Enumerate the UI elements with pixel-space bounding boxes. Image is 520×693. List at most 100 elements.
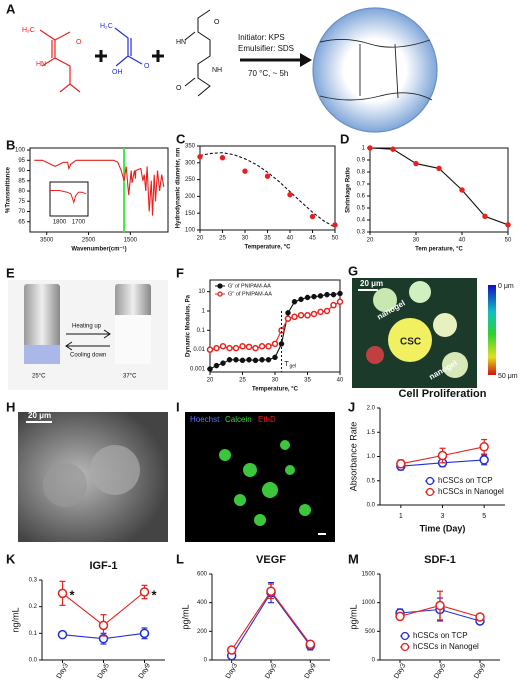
label: CSC	[400, 337, 421, 348]
marker	[309, 213, 316, 220]
marker	[287, 191, 293, 198]
marker	[298, 296, 304, 303]
x-tick-label: 45	[309, 236, 316, 242]
atom: HN	[176, 39, 186, 46]
atom: O	[176, 85, 182, 92]
legend-label: hCSCs in Nanogel	[438, 487, 504, 496]
marker	[310, 310, 318, 318]
x-tick-label: 30	[413, 238, 420, 244]
marker	[266, 586, 276, 596]
panel-label: I	[176, 399, 180, 414]
atom: O	[76, 39, 82, 46]
y-tick-label: 0.5	[367, 478, 376, 484]
plus	[95, 50, 107, 62]
conditions: 70 °C, ~ 5h	[248, 69, 288, 78]
inset-tick-label: 1800	[53, 220, 67, 226]
marker	[220, 360, 226, 366]
emulsifier: Emulsifier: SDS	[238, 44, 294, 53]
x-axis-label: Tem perature, °C	[415, 247, 463, 253]
x-tick-label: Day3	[56, 662, 70, 680]
panel-label: F	[176, 265, 184, 280]
plus	[152, 50, 164, 62]
atom: O	[144, 63, 150, 70]
marker	[226, 645, 237, 655]
legend-label: G' of PNIPAM-AA	[228, 283, 271, 289]
x-tick-label: 20	[207, 378, 214, 384]
panel-label: K	[6, 551, 16, 566]
marker	[317, 293, 324, 299]
x-tick-label: Day9	[473, 662, 487, 680]
y-tick-label: 300	[185, 160, 196, 166]
cell	[254, 514, 266, 526]
y-tick-label: 75	[18, 199, 25, 205]
vial-liquid	[24, 345, 60, 364]
marker	[242, 168, 248, 174]
y-tick-label: 0.0	[367, 503, 376, 509]
x-tick-label: 50	[332, 236, 339, 242]
x-tick-label: 35	[304, 378, 311, 384]
x-tick-label: 1	[399, 513, 403, 520]
scale: 20 μm	[28, 411, 51, 420]
atom: HN	[36, 61, 46, 68]
marker	[219, 155, 226, 161]
x-tick-label: 30	[272, 378, 279, 384]
y-tick-label: 65	[18, 219, 25, 225]
marker	[252, 344, 259, 352]
inset-line	[50, 190, 87, 205]
marker	[245, 343, 253, 351]
panel-label: L	[176, 551, 184, 566]
y-tick-label: 1000	[362, 600, 376, 606]
y-tick-label: 1	[362, 146, 366, 152]
photo-e: Heating up Cooling down 25°C 37°C	[8, 280, 168, 390]
panel-label: A	[6, 1, 16, 16]
marker	[139, 628, 150, 639]
marker	[337, 290, 343, 297]
cell	[243, 463, 257, 477]
marker	[367, 145, 373, 151]
marker	[436, 165, 442, 172]
cell	[409, 281, 431, 303]
x-tick-label: 40	[459, 238, 466, 244]
y-tick-label: 0.6	[357, 194, 366, 200]
stain: Hoechst	[190, 415, 220, 424]
marker	[226, 344, 233, 352]
panel-label: B	[6, 137, 15, 152]
series-line	[34, 159, 165, 216]
panel-label: M	[348, 551, 359, 566]
marker	[284, 315, 292, 322]
photo-g: 20 μm 0 μm 50 μm nanogel CSC nanogel	[352, 278, 518, 388]
y-tick-label: 90	[18, 168, 25, 174]
y-tick-label: 0.9	[357, 158, 366, 164]
tgel-sub: gel	[290, 363, 297, 369]
x-tick-label: 2500	[82, 238, 96, 244]
cell	[280, 440, 290, 450]
y-tick-label: 200	[185, 194, 196, 200]
x-tick-label: 20	[197, 236, 204, 242]
marker	[336, 298, 344, 306]
marker	[413, 160, 419, 167]
marker	[213, 362, 220, 369]
y-axis-label: %Transmittance	[6, 166, 12, 213]
y-tick-label: 1.5	[367, 430, 376, 436]
marker	[239, 357, 246, 364]
atom: OH	[112, 69, 123, 76]
cell	[433, 313, 457, 337]
panel-label: H	[6, 399, 15, 414]
legend-label: hCSCs on TCP	[413, 631, 468, 640]
x-tick-label: 35	[264, 236, 271, 242]
marker	[479, 442, 489, 452]
cell	[43, 463, 87, 507]
x-axis-label: Wavenumber(cm⁻¹)	[71, 246, 126, 253]
plot-frame	[369, 147, 509, 233]
y-tick-label: 0.3	[29, 578, 38, 584]
legend-marker	[217, 291, 223, 297]
marker	[264, 173, 271, 179]
marker	[57, 629, 68, 640]
marker	[57, 588, 68, 599]
cell	[90, 445, 140, 495]
y-tick-label: 10	[198, 289, 205, 295]
marker	[435, 600, 445, 611]
marker	[304, 294, 311, 301]
legend-label: hCSCs on TCP	[438, 476, 493, 485]
